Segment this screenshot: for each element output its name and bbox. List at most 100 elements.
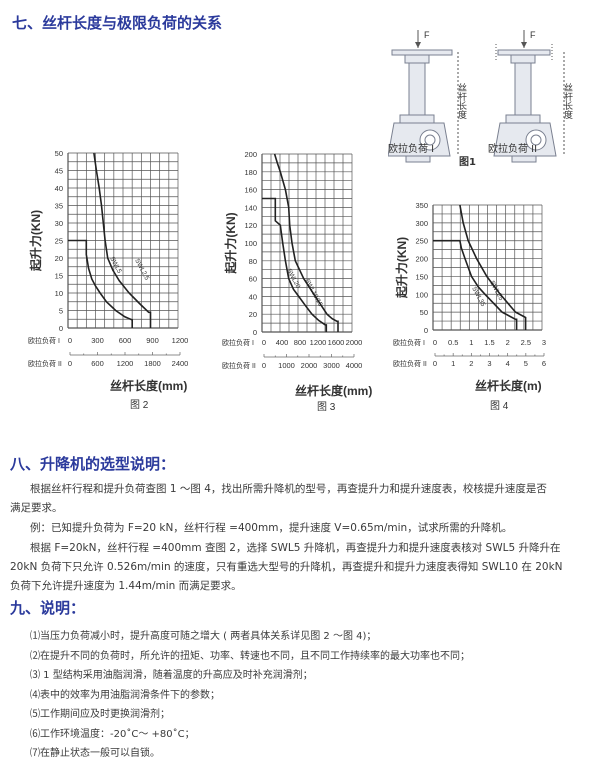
y-tick-label: 50 — [420, 308, 428, 317]
note-item: ⑵在提升不同的负荷时，所允许的扭矩、功率、转速也不同，且不同工作持续率的最大功率… — [30, 650, 470, 662]
axis2-tick-label: 6 — [542, 359, 546, 368]
axis1-tick-label: 1 — [469, 338, 473, 347]
figure-caption: 图 3 — [317, 401, 336, 413]
note-item: ⑴当压力负荷减小时，提升高度可随之增大 ( 两者具体关系详见图 2 ～图 4)； — [30, 631, 377, 642]
chart-figure-4: 0 50 100 150 200 250 300 350 0 0.5 1 1.5 2 2.5 3 0 1 2 3 4 5… — [393, 201, 546, 412]
axis1-tick-label: 2 — [506, 338, 510, 347]
figure1-caption-euler-1: 欧拉负荷 I — [388, 144, 435, 155]
axis1-label: 欧拉负荷 I — [393, 338, 425, 347]
series-line-swl20 — [273, 153, 339, 332]
axis1-tick-label: 800 — [294, 338, 307, 347]
y-tick-label: 5 — [59, 307, 63, 316]
y-tick-label: 350 — [415, 201, 428, 210]
axis2-tick-label: 2400 — [172, 359, 189, 368]
series-line-swl1015 — [262, 197, 328, 332]
axis1-tick-label: 0.5 — [448, 338, 458, 347]
section7-title: 七、丝杆长度与极限负荷的关系 — [12, 14, 223, 32]
series-line-swl25 — [433, 239, 518, 330]
jack-euler-2-drawing — [493, 30, 565, 163]
axis2-tick-label: 5 — [524, 359, 528, 368]
x-axis-label: 丝杆长度(m) — [475, 378, 542, 393]
section8-paragraph: 负荷下允许提升速度为 1.44m/min 而满足要求。 — [10, 580, 242, 592]
y-tick-label: 160 — [244, 186, 257, 195]
figure1-jack-diagrams: F 丝杆长度 F 丝杆长度 — [388, 30, 573, 163]
length-label-2: 丝杆长度 — [563, 82, 573, 120]
section8-title: 八、升降机的选型说明： — [10, 455, 176, 473]
series-label: SWL2.5 — [133, 258, 150, 282]
y-tick-label: 40 — [249, 292, 257, 301]
figure1-caption-euler-2: 欧拉负荷 II — [488, 144, 538, 155]
axis1-tick-label: 900 — [146, 336, 159, 345]
y-tick-label: 120 — [244, 221, 257, 230]
axis1-tick-label: 1200 — [310, 338, 327, 347]
note-item: ⑷表中的效率为用油脂润滑条件下的参数； — [30, 689, 220, 701]
y-tick-label: 100 — [415, 290, 428, 299]
y-tick-label: 10 — [55, 289, 63, 298]
y-axis-label: 起升力(KN) — [223, 212, 238, 274]
axis2-tick-label: 1200 — [117, 359, 134, 368]
axis1-label: 欧拉负荷 I — [222, 338, 254, 347]
y-tick-label: 0 — [424, 326, 428, 335]
y-axis-label: 起升力(KN) — [394, 237, 409, 299]
y-tick-label: 250 — [415, 237, 428, 246]
jack-euler-1-drawing — [388, 30, 459, 163]
y-axis-label: 起升力(KN) — [28, 210, 43, 272]
axis1-tick-label: 1600 — [328, 338, 345, 347]
y-tick-label: 80 — [249, 257, 257, 266]
series-line-swl25 — [68, 239, 133, 328]
axis1-tick-label: 400 — [276, 338, 289, 347]
axis1-tick-label: 600 — [119, 336, 132, 345]
axis2-label: 欧拉负荷 II — [393, 359, 427, 368]
axis2-tick-label: 4000 — [346, 361, 363, 370]
axis1-tick-label: 3 — [542, 338, 546, 347]
section8-paragraph: 根据丝杆行程和提升负荷查图 1 ～图 4，找出所需升降机的型号，再查提升力和提升… — [30, 483, 547, 495]
section8-paragraph: 满足要求。 — [10, 502, 63, 514]
series-line-swl5 — [93, 152, 152, 328]
chart-figure-2: 0 5 10 15 20 25 30 35 40 45 50 0 300 600 900 1200 0 600 12… — [28, 149, 189, 411]
section8-paragraph: 根据 F=20kN，丝杆行程 =400mm 查图 2，选择 SWL5 升降机，再… — [30, 542, 561, 554]
figure1-caption: 图1 — [459, 157, 476, 168]
axis2-tick-label: 1 — [451, 359, 455, 368]
axis2-tick-label: 600 — [91, 359, 104, 368]
note-item: ⑸工作期间应及时更换润滑剂； — [30, 709, 170, 720]
axis1-tick-label: 1.5 — [484, 338, 494, 347]
force-label-1: F — [424, 30, 430, 40]
length-label-1: 丝杆长度 — [457, 82, 467, 120]
axis2-tick-label: 1000 — [278, 361, 295, 370]
figure-caption: 图 4 — [490, 400, 509, 412]
axis2-tick-label: 3 — [487, 359, 491, 368]
axis1-tick-label: 0 — [68, 336, 72, 345]
y-tick-label: 200 — [244, 150, 257, 159]
force-label-2: F — [530, 30, 536, 40]
axis2-label: 欧拉负荷 II — [28, 359, 62, 368]
y-tick-label: 20 — [55, 254, 63, 263]
y-tick-label: 30 — [55, 219, 63, 228]
axis2-tick-label: 0 — [433, 359, 437, 368]
axis1-tick-label: 0 — [433, 338, 437, 347]
y-tick-label: 140 — [244, 203, 257, 212]
y-tick-label: 45 — [55, 167, 63, 176]
y-tick-label: 20 — [249, 310, 257, 319]
y-tick-label: 300 — [415, 219, 428, 228]
note-item: ⑺在静止状态一般可以自锁。 — [30, 748, 160, 759]
axis1-tick-label: 2000 — [346, 338, 363, 347]
note-item: ⑹工作环境温度：-20˚C～ +80˚C； — [30, 728, 195, 740]
y-tick-label: 35 — [55, 202, 63, 211]
y-tick-label: 0 — [253, 328, 257, 337]
y-tick-label: 200 — [415, 255, 428, 264]
axis1-label: 欧拉负荷 I — [28, 336, 60, 345]
axis2-tick-label: 1800 — [144, 359, 161, 368]
y-tick-label: 15 — [55, 272, 63, 281]
y-tick-label: 150 — [415, 272, 428, 281]
figure-caption: 图 2 — [130, 399, 149, 411]
series-line-swl35 — [459, 204, 527, 330]
axis1-tick-label: 300 — [91, 336, 104, 345]
axis2-tick-label: 0 — [262, 361, 266, 370]
axis2-tick-label: 3000 — [323, 361, 340, 370]
y-tick-label: 0 — [59, 324, 63, 333]
y-tick-label: 50 — [55, 149, 63, 158]
section8-example: 例：已知提升负荷为 F=20 kN，丝杆行程 =400mm，提升速度 V=0.6… — [30, 522, 513, 534]
axis2-label: 欧拉负荷 II — [222, 361, 256, 370]
axis2-tick-label: 2 — [469, 359, 473, 368]
